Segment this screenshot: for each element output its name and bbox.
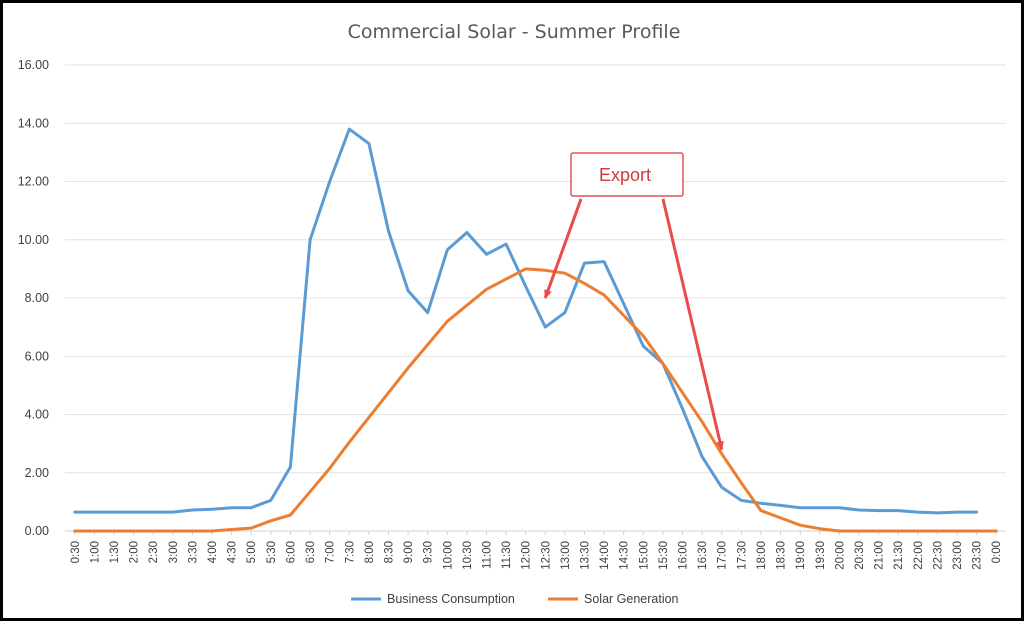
export-callout-box (570, 152, 684, 197)
x-tick-label: 4:00 (207, 541, 219, 563)
x-tick-label: 7:30 (344, 541, 356, 563)
x-tick-label: 11:00 (481, 541, 493, 569)
x-tick-label: 14:00 (599, 541, 611, 570)
export-arrow (543, 198, 583, 299)
x-tick-label: 16:00 (678, 541, 690, 570)
x-tick-label: 23:00 (952, 541, 964, 570)
legend-label: Business Consumption (387, 592, 515, 606)
x-tick-label: 15:00 (638, 541, 650, 570)
y-tick-label: 0.00 (25, 524, 49, 538)
y-tick-label: 2.00 (25, 466, 49, 480)
x-tick-label: 2:30 (148, 541, 160, 563)
x-tick-label: 8:30 (383, 541, 395, 563)
x-tick-label: 13:00 (560, 541, 572, 570)
x-tick-label: 12:30 (540, 541, 552, 570)
x-tick-label: 17:30 (736, 541, 748, 570)
x-tick-label: 9:00 (403, 541, 415, 563)
x-tick-label: 2:00 (129, 541, 141, 563)
x-tick-label: 21:30 (893, 541, 905, 570)
x-tick-label: 5:00 (246, 541, 258, 563)
series-line-solar-generation (73, 267, 998, 533)
x-tick-label: 15:30 (658, 541, 670, 570)
x-tick-label: 11:30 (501, 541, 513, 569)
x-tick-label: 20:30 (854, 541, 866, 570)
legend: Business Consumption Solar Generation (351, 592, 679, 606)
x-axis: 0:30 1:00 1:30 2:00 2:30 3:00 3:30 4:00 4:30 5:00… (70, 531, 1003, 570)
x-tick-label: 3:30 (187, 541, 199, 563)
x-tick-label: 20:00 (834, 541, 846, 570)
series-layer (73, 127, 998, 533)
x-tick-label: 14:30 (619, 541, 631, 570)
x-tick-label: 21:00 (874, 541, 886, 570)
x-tick-label: 22:00 (913, 541, 925, 570)
x-tick-label: 13:30 (580, 541, 592, 570)
series-line-business-consumption (73, 127, 979, 515)
x-tick-label: 19:30 (815, 541, 827, 570)
x-tick-label: 17:00 (717, 541, 729, 570)
x-tick-label: 5:30 (266, 541, 278, 563)
x-tick-label: 22:30 (932, 541, 944, 570)
x-tick-label: 9:30 (423, 541, 435, 563)
x-tick-label: 23:30 (972, 541, 984, 570)
x-tick-label: 12:00 (521, 541, 533, 570)
y-tick-label: 6.00 (25, 349, 49, 363)
y-tick-label: 8.00 (25, 291, 49, 305)
gridlines (65, 64, 1006, 532)
export-arrow (661, 198, 724, 451)
y-tick-label: 10.00 (18, 233, 49, 247)
y-tick-label: 16.00 (18, 58, 49, 72)
x-tick-label: 18:30 (776, 541, 788, 570)
y-axis: 0.00 2.00 4.00 6.00 8.00 10.00 12.00 14.00 16.00 (18, 58, 49, 538)
chart-title: Commercial Solar - Summer Profile (348, 21, 681, 43)
y-tick-label: 14.00 (18, 116, 49, 130)
x-tick-label: 10:30 (462, 541, 474, 570)
x-tick-label: 1:30 (109, 541, 121, 563)
x-tick-label: 19:00 (795, 541, 807, 570)
export-annotation: Export (543, 152, 724, 451)
x-tick-label: 18:00 (756, 541, 768, 570)
x-tick-label: 7:00 (325, 541, 337, 563)
y-tick-label: 4.00 (25, 408, 49, 422)
line-chart: Commercial Solar - Summer Profile 0.00 2.… (18, 21, 1006, 606)
export-callout-label: Export (599, 165, 651, 185)
y-tick-label: 12.00 (18, 175, 49, 189)
x-tick-label: 3:00 (168, 541, 180, 563)
x-tick-label: 8:00 (364, 541, 376, 563)
x-tick-label: 10:00 (442, 541, 454, 570)
x-tick-label: 0:30 (70, 541, 82, 563)
x-tick-label: 6:00 (285, 541, 297, 563)
x-tick-label: 16:30 (697, 541, 709, 570)
x-tick-label: 6:30 (305, 541, 317, 563)
x-tick-label: 4:30 (227, 541, 239, 563)
x-tick-label: 0:00 (991, 541, 1003, 563)
legend-label: Solar Generation (584, 592, 679, 606)
x-tick-label: 1:00 (89, 541, 101, 563)
